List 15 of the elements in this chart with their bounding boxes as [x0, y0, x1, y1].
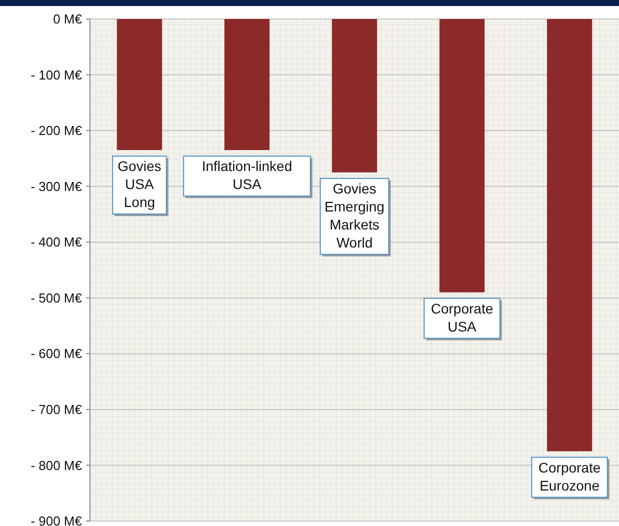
y-tick-label: - 700 M€ — [30, 402, 83, 417]
y-tick-label: - 800 M€ — [30, 458, 83, 473]
y-tick-label: - 600 M€ — [30, 346, 83, 362]
y-tick-label: - 300 M€ — [30, 178, 83, 194]
y-tick-label: - 400 M€ — [30, 234, 83, 250]
x-tick-label: Corporate USA — [430, 300, 494, 334]
y-tick-label: 0 M€ — [53, 12, 83, 27]
x-tick-label: Corporate Eurozone — [538, 459, 601, 494]
y-tick-label: - 500 M€ — [30, 290, 83, 306]
y-tick-label: - 900 M€ — [30, 514, 83, 526]
y-tick-label: - 100 M€ — [30, 67, 83, 82]
x-tick-label: Inflation-linked USA — [202, 158, 292, 192]
y-tick-label: - 200 M€ — [30, 123, 83, 138]
x-tick-label: Govies Emerging Markets World — [324, 180, 384, 250]
x-tick-label: Govies USA Long — [118, 158, 162, 210]
